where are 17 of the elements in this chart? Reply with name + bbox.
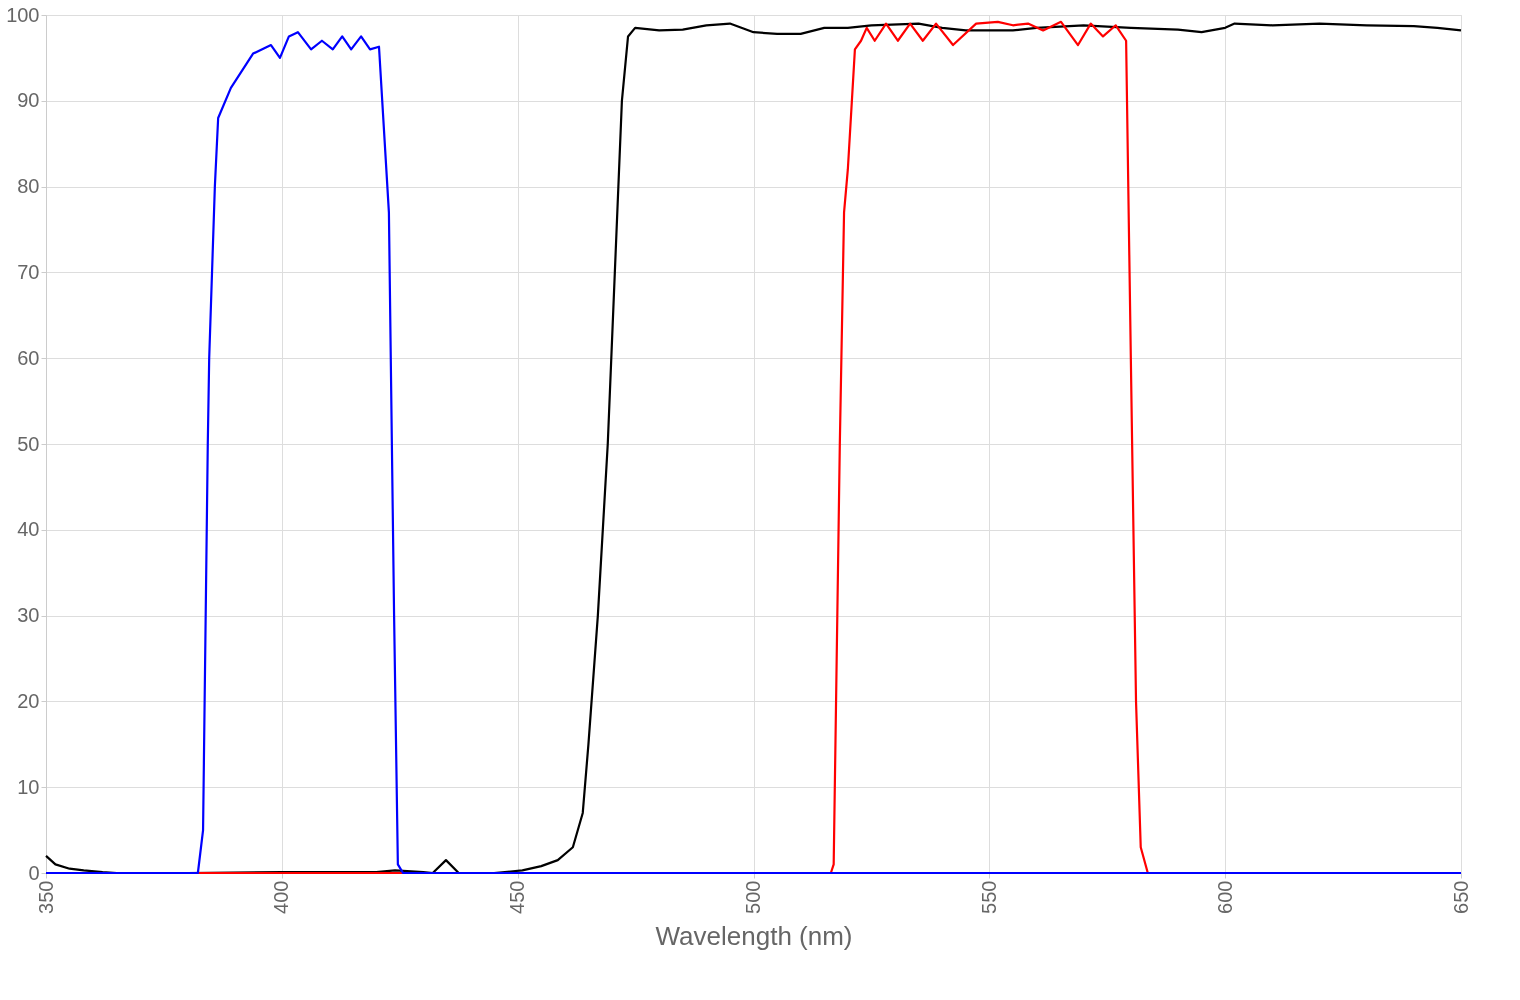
x-tick-label: 550 — [977, 880, 1000, 914]
y-tick-label: 60 — [17, 346, 40, 369]
y-tick-label: 80 — [17, 175, 40, 198]
x-tick-label: 450 — [506, 880, 529, 914]
x-tick-label: 400 — [270, 880, 293, 914]
y-tick-label: 30 — [17, 604, 40, 627]
y-tick-label: 100 — [6, 3, 40, 26]
y-tick-label: 40 — [17, 518, 40, 541]
y-tick-label: 10 — [17, 775, 40, 798]
x-tick-label: 600 — [1213, 880, 1236, 914]
y-tick-label: 70 — [17, 260, 40, 283]
x-tick-label: 500 — [742, 880, 764, 914]
y-tick-label: 90 — [17, 89, 40, 112]
y-tick-label: 20 — [17, 689, 40, 712]
y-tick-label: 50 — [17, 432, 40, 455]
x-tick-label: 650 — [1449, 880, 1472, 914]
x-axis-title: Wavelength (nm) — [655, 920, 853, 951]
